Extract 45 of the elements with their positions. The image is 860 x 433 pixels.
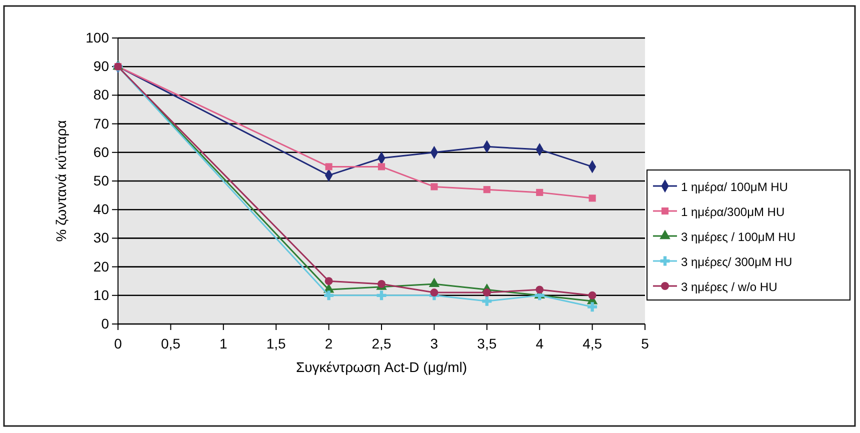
legend-label: 1 ημέρα/300μM HU xyxy=(681,205,785,219)
y-axis-title: % ζωντανά κύτταρα xyxy=(53,120,69,242)
x-tick-label: 5 xyxy=(641,335,650,352)
x-tick-label: 2,5 xyxy=(372,335,392,352)
point xyxy=(325,163,332,170)
point xyxy=(588,194,596,202)
x-tick-label: 3,5 xyxy=(477,335,497,352)
legend-label: 3 ημέρες / 100μM HU xyxy=(681,230,796,244)
y-tick-label: 90 xyxy=(93,58,110,74)
point xyxy=(430,183,438,190)
point xyxy=(536,188,544,196)
x-tick-label: 4 xyxy=(536,335,544,352)
point xyxy=(482,296,492,306)
x-tick-label: 1 xyxy=(220,335,228,352)
legend-label: 1 ημέρα/ 100μM HU xyxy=(681,180,788,194)
point xyxy=(428,278,440,288)
point xyxy=(378,163,386,170)
legend-label: 3 ημέρες / w/o HU xyxy=(681,280,778,294)
x-tick-label: 2 xyxy=(324,335,333,352)
y-tick-label: 60 xyxy=(93,144,110,160)
x-tick-label: 0 xyxy=(114,335,122,352)
y-tick-label: 70 xyxy=(93,115,110,132)
y-tick-label: 50 xyxy=(93,172,110,188)
y-tick-label: 20 xyxy=(93,258,110,274)
y-tick-label: 80 xyxy=(93,86,110,103)
point xyxy=(536,286,544,294)
x-tick-label: 4,5 xyxy=(582,335,602,352)
point xyxy=(430,288,438,297)
legend-label: 3 ημέρες/ 300μM HU xyxy=(681,255,792,269)
y-tick-label: 0 xyxy=(101,315,110,332)
y-tick-label: 10 xyxy=(93,286,110,303)
x-tick-label: 1,5 xyxy=(266,335,286,352)
point xyxy=(483,186,490,194)
x-axis-title: Συγκέντρωση Act-D (μg/ml) xyxy=(296,359,468,375)
point xyxy=(588,291,596,300)
point xyxy=(324,290,334,300)
point xyxy=(588,302,598,312)
point xyxy=(324,277,333,286)
point xyxy=(376,290,386,300)
y-tick-label: 100 xyxy=(86,29,110,46)
x-tick-label: 3 xyxy=(430,335,438,352)
point xyxy=(482,288,491,297)
y-tick-label: 40 xyxy=(93,201,110,218)
x-tick-label: 0,5 xyxy=(160,335,181,352)
y-tick-label: 30 xyxy=(93,230,110,246)
